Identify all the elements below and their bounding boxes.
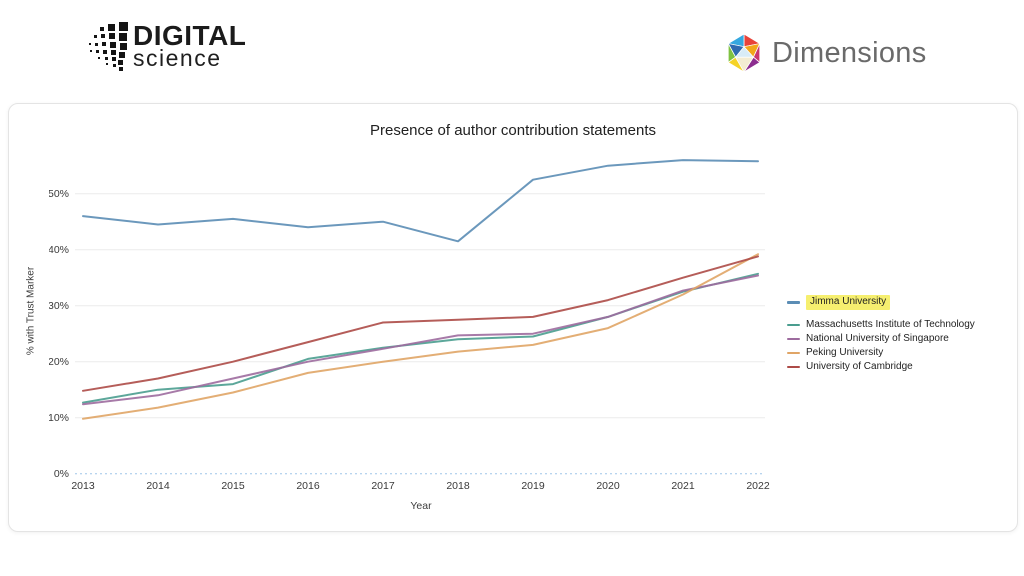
y-tick-label: 50% xyxy=(49,188,69,200)
dimensions-icon xyxy=(727,33,761,73)
legend-label: National University of Singapore xyxy=(806,333,949,344)
y-tick-label: 40% xyxy=(49,244,69,256)
chart-card: Presence of author contribution statemen… xyxy=(8,103,1018,532)
x-tick-label: 2013 xyxy=(71,480,95,492)
digital-science-word1: DIGITAL xyxy=(133,20,247,51)
legend-label: Peking University xyxy=(806,347,884,358)
x-tick-label: 2019 xyxy=(521,480,545,492)
legend-item-university-of-cambridge[interactable]: University of Cambridge xyxy=(787,360,975,374)
chart-title: Presence of author contribution statemen… xyxy=(370,122,656,139)
series-line-national-university-of-singapore xyxy=(82,274,759,406)
x-tick-label: 2021 xyxy=(671,480,695,492)
legend-swatch xyxy=(787,337,800,341)
x-tick-label: 2017 xyxy=(371,480,395,492)
x-tick-label: 2020 xyxy=(596,480,620,492)
legend-swatch xyxy=(787,323,800,327)
legend-item-jimma-university[interactable]: Jimma University xyxy=(787,295,975,310)
line-chart: 0% 10% 20% 30% 40% 50% 2013 2014 2015 2016 2017 201… xyxy=(49,159,770,492)
series-line-peking-university xyxy=(82,253,759,420)
y-tick-label: 10% xyxy=(49,412,69,424)
legend-label: Massachusetts Institute of Technology xyxy=(806,319,975,330)
y-tick-label: 20% xyxy=(49,356,69,368)
x-tick-label: 2014 xyxy=(146,480,170,492)
legend-item-peking-university[interactable]: Peking University xyxy=(787,346,975,360)
legend-swatch xyxy=(787,351,800,355)
series-line-university-of-cambridge xyxy=(82,255,759,392)
legend: Jimma University Massachusetts Institute … xyxy=(787,295,975,374)
y-axis-label: % with Trust Marker xyxy=(25,266,37,356)
digital-science-word2: science xyxy=(133,45,222,71)
series-line-jimma-university xyxy=(82,159,759,243)
y-tick-label: 0% xyxy=(54,468,69,480)
dimensions-wordmark: Dimensions xyxy=(772,36,927,69)
digital-science-dots-icon xyxy=(89,22,128,71)
series-line-massachusetts-institute-of-technology xyxy=(82,272,759,404)
legend-swatch xyxy=(787,365,800,369)
y-tick-label: 30% xyxy=(49,300,69,312)
x-axis-label: Year xyxy=(410,500,432,512)
legend-swatch xyxy=(787,301,800,304)
x-tick-label: 2022 xyxy=(746,480,770,492)
legend-label: University of Cambridge xyxy=(806,361,913,372)
dimensions-logo: Dimensions xyxy=(725,32,927,74)
x-tick-label: 2015 xyxy=(221,480,245,492)
x-tick-label: 2018 xyxy=(446,480,470,492)
legend-label: Jimma University xyxy=(806,295,891,310)
digital-science-logo: DIGITAL science xyxy=(85,22,246,74)
legend-item-massachusetts-institute-of-technology[interactable]: Massachusetts Institute of Technology xyxy=(787,318,975,332)
legend-item-national-university-of-singapore[interactable]: National University of Singapore xyxy=(787,332,975,346)
x-tick-label: 2016 xyxy=(296,480,320,492)
